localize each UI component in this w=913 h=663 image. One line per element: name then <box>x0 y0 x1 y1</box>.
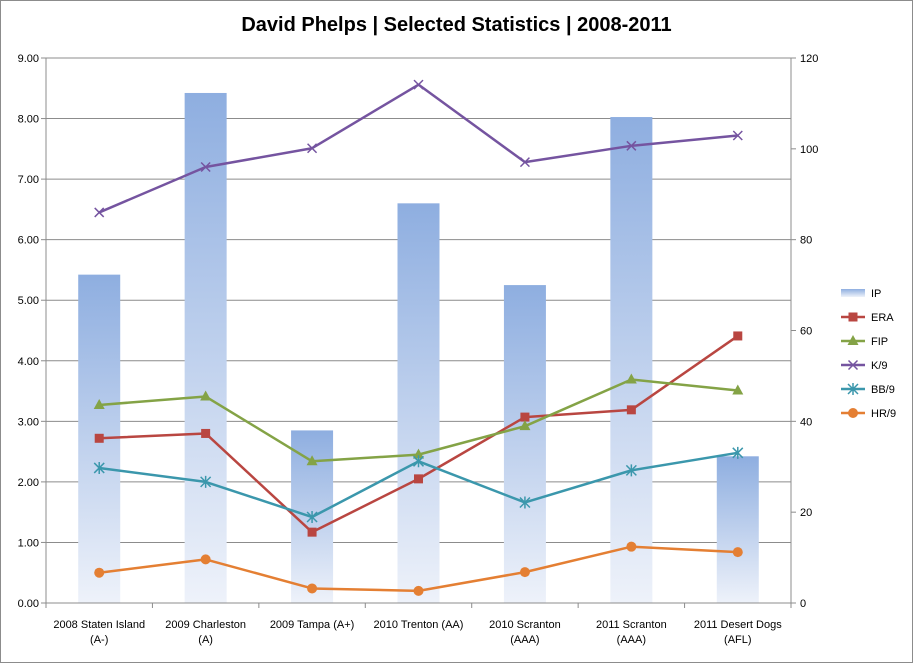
x-category-line: (AAA) <box>617 634 646 646</box>
point-hr-9 <box>732 547 743 558</box>
legend-label-hr-9: HR/9 <box>871 408 896 420</box>
legend-label-fip: FIP <box>871 336 888 348</box>
point-k-9 <box>307 143 318 154</box>
point-era <box>201 428 211 438</box>
point-bb-9 <box>93 461 105 474</box>
y-right-tick-label: 40 <box>800 416 812 428</box>
x-category-label: 2010 Scranton (AAA) <box>489 619 561 646</box>
x-category-line: 2009 Charleston <box>165 619 246 631</box>
y-left-tick-label: 5.00 <box>18 295 39 307</box>
x-category-line: (AAA) <box>510 634 539 646</box>
bar-ip <box>184 92 227 604</box>
bar-ip <box>503 285 546 603</box>
legend-label-bb-9: BB/9 <box>871 384 895 396</box>
y-left-tick-label: 6.00 <box>18 235 39 247</box>
point-k-9 <box>94 207 105 218</box>
y-right-tick-label: 0 <box>800 598 806 610</box>
x-category-line: (AFL) <box>724 634 752 646</box>
x-category-line: 2008 Staten Island <box>53 619 145 631</box>
point-bb-9 <box>412 455 425 468</box>
y-left-tick-label: 9.00 <box>18 53 39 65</box>
point-era <box>94 433 104 443</box>
y-right-tick-label: 80 <box>800 235 812 247</box>
x-category-line: 2010 Scranton <box>489 619 561 631</box>
bar-ip <box>397 203 440 604</box>
x-category-label: 2009 Tampa (A+) <box>270 619 355 631</box>
x-category-label: 2008 Staten Island (A-) <box>53 619 145 646</box>
point-era <box>733 331 743 341</box>
legend-label-ip: IP <box>871 288 881 300</box>
legend-label-era: ERA <box>871 312 894 324</box>
point-k-9 <box>413 79 424 90</box>
x-category-line: 2011 Scranton <box>596 619 667 631</box>
x-category-label: 2010 Trenton (AA) <box>374 619 464 631</box>
point-hr-9 <box>307 583 318 594</box>
point-bb-9 <box>732 446 744 459</box>
point-fip <box>519 420 531 431</box>
bar-ip <box>610 117 653 604</box>
x-category-line: 2011 Desert Dogs <box>694 619 782 631</box>
y-right-tick-label: 120 <box>800 53 818 65</box>
point-bb-9 <box>200 475 212 488</box>
point-fip <box>200 390 212 401</box>
y-left-tick-label: 1.00 <box>18 537 39 549</box>
x-category-line: (A) <box>198 634 213 646</box>
bar-ip <box>716 456 759 603</box>
point-era <box>520 412 530 422</box>
point-fip <box>306 455 318 466</box>
point-fip <box>93 398 105 409</box>
legend-marker-hr-9 <box>848 408 858 418</box>
legend-marker-era <box>848 312 858 322</box>
y-right-tick-label: 100 <box>800 144 818 156</box>
point-k-9 <box>626 140 637 151</box>
y-left-tick-label: 7.00 <box>18 174 39 186</box>
point-k-9 <box>200 161 211 173</box>
legend-swatch-ip <box>841 289 865 297</box>
point-fip <box>732 384 744 395</box>
x-category-label: 2011 Desert Dogs (AFL) <box>694 619 782 646</box>
point-hr-9 <box>626 541 637 552</box>
y-left-tick-label: 3.00 <box>18 416 39 428</box>
legend-marker-fip <box>847 335 859 345</box>
x-category-line: 2010 Trenton (AA) <box>374 619 464 631</box>
y-left-tick-label: 8.00 <box>18 114 39 126</box>
point-k-9 <box>519 157 530 168</box>
x-category-line: 2009 Tampa (A+) <box>270 619 355 631</box>
point-hr-9 <box>200 554 211 565</box>
point-fip <box>625 373 637 384</box>
x-category-line: (A-) <box>90 634 108 646</box>
legend-marker-k-9 <box>847 359 859 371</box>
y-left-tick-label: 2.00 <box>18 477 39 489</box>
legend-label-k-9: K/9 <box>871 360 888 372</box>
chart-title: David Phelps | Selected Statistics | 200… <box>241 14 672 36</box>
point-hr-9 <box>519 567 530 578</box>
y-left-tick-label: 0.00 <box>18 598 39 610</box>
x-category-label: 2009 Charleston (A) <box>165 619 246 646</box>
y-right-tick-label: 60 <box>800 326 812 338</box>
point-bb-9 <box>625 464 637 477</box>
point-bb-9 <box>519 496 531 509</box>
point-era <box>626 405 636 415</box>
point-hr-9 <box>413 585 424 596</box>
point-k-9 <box>732 130 743 141</box>
point-bb-9 <box>306 511 318 524</box>
y-left-tick-label: 4.00 <box>18 356 39 368</box>
point-era <box>414 474 423 484</box>
point-era <box>307 527 317 537</box>
point-hr-9 <box>94 567 105 578</box>
point-fip <box>413 448 424 459</box>
legend-marker-bb-9 <box>847 383 859 395</box>
y-right-tick-label: 20 <box>800 507 812 519</box>
x-category-label: 2011 Scranton (AAA) <box>596 619 667 646</box>
